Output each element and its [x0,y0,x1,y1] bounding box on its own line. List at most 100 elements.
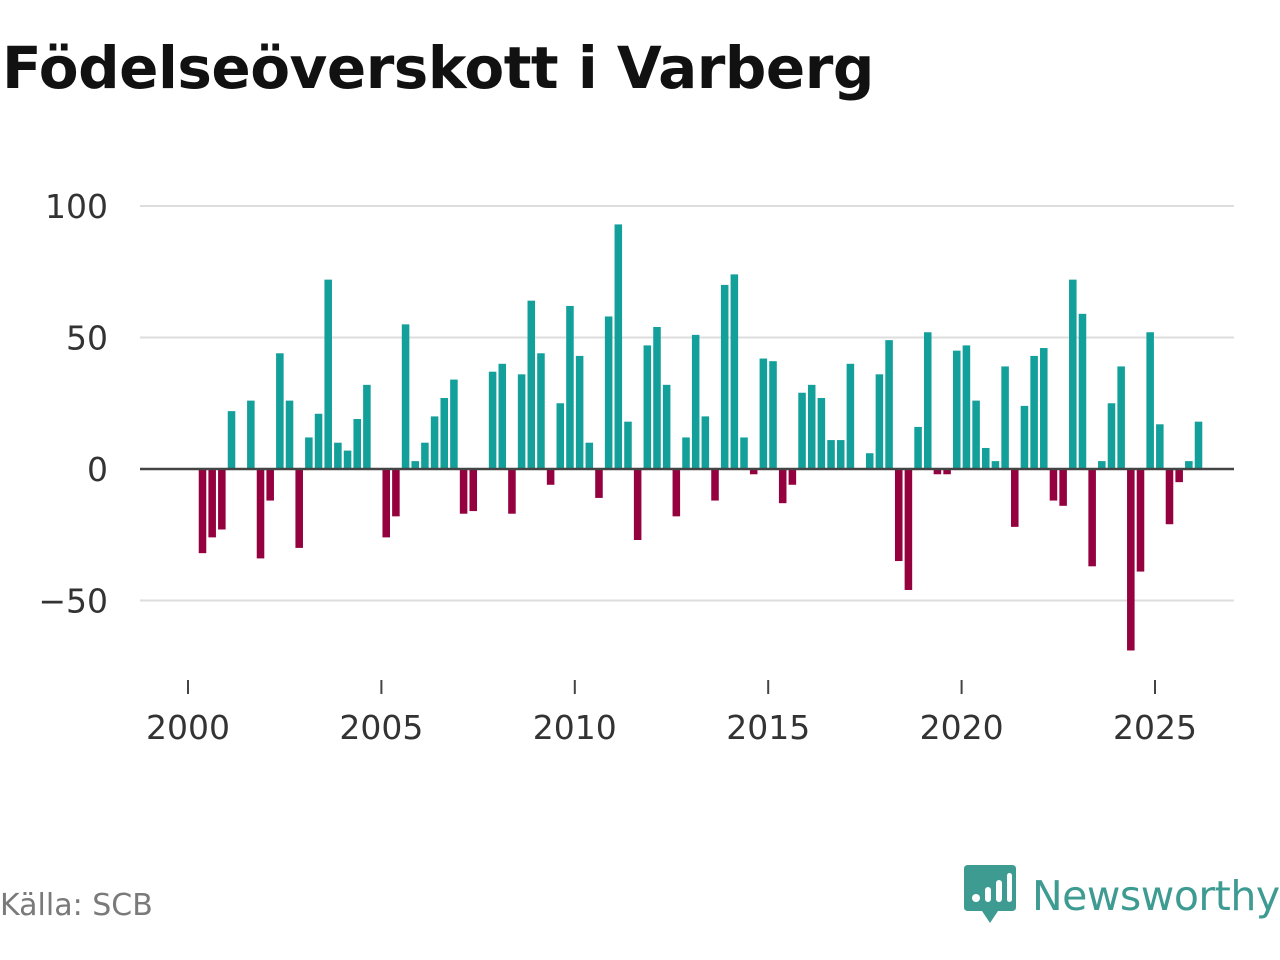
bar [604,316,613,469]
bar [633,469,642,541]
bar [1185,461,1193,469]
bar [556,403,565,469]
bar [324,279,332,469]
bar [923,332,932,469]
bar [411,461,420,469]
bar [749,469,758,475]
bar [1049,469,1058,501]
bar [894,469,903,562]
bar [469,469,478,512]
bar [1146,332,1154,469]
newsworthy-chart-icon [964,865,1016,923]
bars [198,224,1203,651]
bar [227,411,236,469]
bar [691,334,700,469]
bar [440,397,449,469]
bar [1011,469,1019,527]
bar [904,469,913,590]
bar [1194,421,1203,469]
chart-title: Födelseöverskott i Varberg [2,34,874,102]
bar [885,340,893,469]
bar [421,442,429,469]
bar [363,384,371,469]
bar [1136,469,1145,572]
bar [247,400,255,469]
bar [276,353,284,469]
y-tick-label: 100 [45,187,108,226]
x-tick-label: 2010 [533,708,617,747]
y-tick-label: −50 [38,582,108,621]
bar [933,469,942,475]
x-tick-label: 2025 [1113,708,1197,747]
bar [585,442,594,469]
bar [343,450,352,469]
bar [788,469,797,485]
bar [382,469,390,538]
bar [575,355,584,469]
bar [537,353,545,469]
bar [798,392,806,469]
bar [662,384,671,469]
bar [740,437,748,469]
bar [807,384,816,469]
bar [508,469,516,514]
bar [450,379,458,469]
bar [266,469,274,501]
bar [1020,405,1029,469]
newsworthy-logo[interactable]: Newsworthy [964,864,1280,928]
bar [1088,469,1096,567]
bar [624,421,632,469]
bar [817,397,826,469]
bar [952,350,961,469]
bar [1107,403,1116,469]
bar [256,469,265,559]
bar [208,469,216,538]
bar [595,469,603,498]
x-tick-label: 2015 [726,708,810,747]
bar [769,361,777,469]
y-tick-label: 50 [66,319,108,358]
brand-name: Newsworthy [1032,872,1280,920]
bar [498,363,507,469]
bar [730,274,739,469]
bar [672,469,681,517]
bar [1040,348,1048,469]
bar [972,400,980,469]
bar [527,300,536,469]
bar [711,469,719,501]
bar [701,416,710,469]
bar [459,469,468,514]
y-tick-label: 0 [87,450,108,489]
gridlines [140,205,1234,602]
bar [836,440,845,469]
bar [982,447,990,469]
source-note: Källa: SCB [0,888,153,923]
bar [1098,461,1106,469]
bar [720,284,729,469]
y-axis-ticks: 100 50 0 −50 [38,187,108,621]
bar [295,469,303,548]
bar [488,371,497,469]
bar [401,324,410,469]
x-tick-label: 2020 [920,708,1004,747]
bar [1030,355,1038,469]
bar [875,374,884,469]
bar [991,461,1000,469]
bar [517,374,526,469]
x-tick-label: 2000 [146,708,230,747]
bar [846,363,855,469]
bar [653,326,661,469]
bar [962,345,971,469]
bar [305,437,313,469]
bar [682,437,690,469]
bar [759,358,768,469]
bar [1069,279,1077,469]
bar [314,413,323,469]
bar [334,442,342,469]
bar [1127,469,1135,651]
bar [643,345,652,469]
bar [1165,469,1174,525]
bar [1059,469,1067,506]
bar [865,453,874,469]
